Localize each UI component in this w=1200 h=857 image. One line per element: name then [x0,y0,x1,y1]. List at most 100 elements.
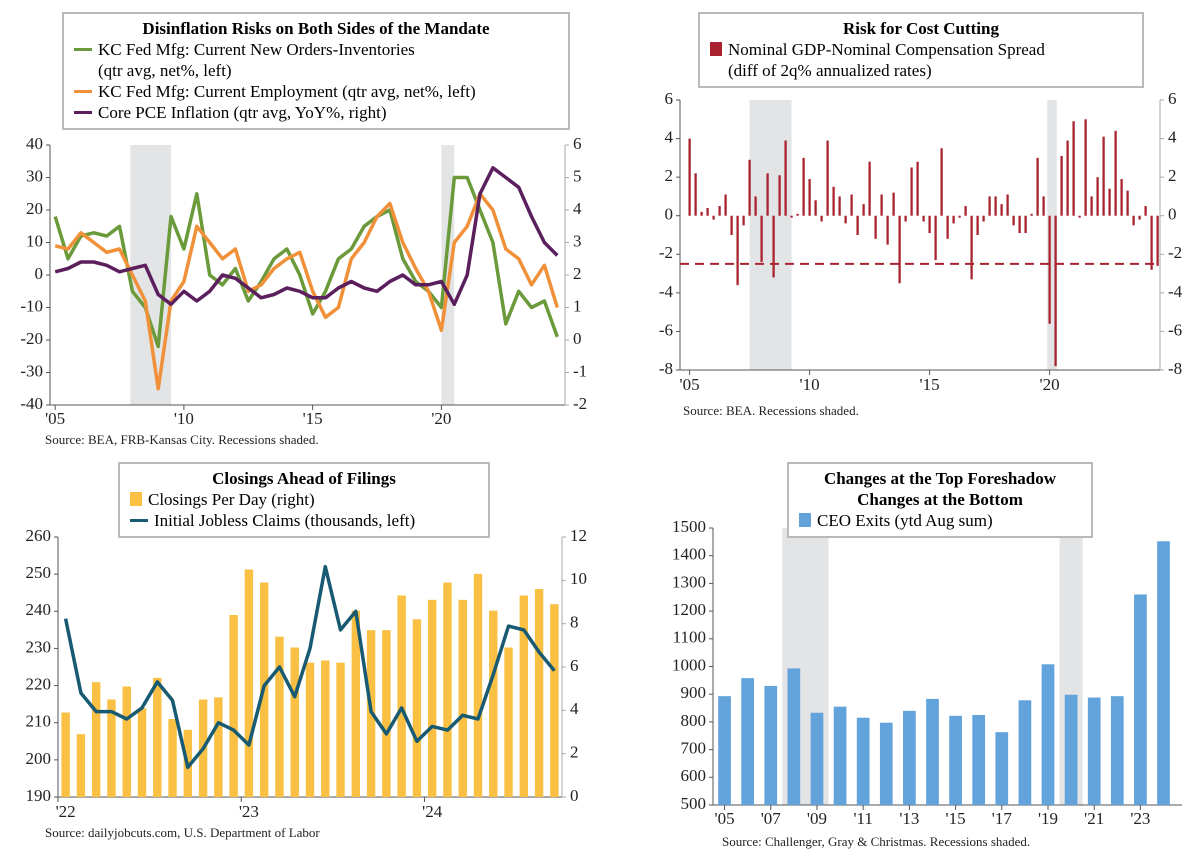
legend-box: Risk for Cost Cutting Nominal GDP-Nominal… [698,12,1144,88]
bar [886,215,889,245]
y-tick-label: 260 [26,526,52,545]
y-tick-label: 40 [26,134,43,153]
bar [397,595,406,797]
bar [61,712,70,797]
bar [1041,664,1055,805]
chart-title: Changes at the Top Foreshadow Changes at… [823,469,1057,509]
bar [688,138,691,216]
bar [787,668,801,805]
y2-tick-label: 6 [1168,89,1177,108]
bar [321,660,330,797]
legend-swatch [74,48,92,51]
bar [976,215,979,235]
y2-tick-label: 2 [570,743,579,762]
y-tick-label: 800 [681,711,707,730]
bar [1048,215,1051,324]
y-tick-label: -6 [659,320,673,339]
y-tick-label: 1100 [673,628,706,647]
bar [229,615,238,797]
bar [760,215,763,262]
legend-swatch [130,519,148,522]
x-tick-label: '15 [303,409,323,428]
chart-title: Disinflation Risks on Both Sides of the … [142,19,490,38]
x-tick-label: '05 [680,375,700,394]
bar [382,630,391,797]
chart-title: Closings Ahead of Filings [212,469,396,488]
bar [946,215,949,239]
y-tick-label: 20 [26,199,43,218]
legend-box: Disinflation Risks on Both Sides of the … [62,12,570,130]
source-note: Source: BEA. Recessions shaded. [683,403,859,418]
bar [754,196,757,216]
bar [1018,215,1021,234]
legend-label: CEO Exits (ytd Aug sum) [817,511,993,530]
y-tick-label: 200 [26,749,52,768]
legend-entry: CEO Exits (ytd Aug sum) [799,510,1081,531]
bar [898,215,901,284]
y2-tick-label: -4 [1168,282,1183,301]
y-tick-label: -30 [20,361,43,380]
y2-tick-label: 2 [1168,166,1177,185]
bar [1042,196,1045,216]
line-series [54,166,559,307]
legend-label: Closings Per Day (right) [148,490,315,509]
bar [766,173,769,216]
x-tick-label: '05 [45,409,65,428]
legend-swatch [799,513,811,527]
bar [712,215,715,220]
y-tick-label: 4 [665,127,674,146]
line-series [63,564,556,770]
y-tick-label: 210 [26,712,52,731]
legend-entry: Closings Per Day (right) [130,489,478,510]
y-tick-label: -4 [659,282,674,301]
bar [814,200,817,216]
x-tick-label: '21 [1084,809,1104,828]
y2-tick-label: 1 [573,296,582,315]
bar [1144,206,1147,216]
y2-tick-label: 4 [570,699,579,718]
bar [928,215,931,234]
y-tick-label: 0 [35,264,44,283]
y2-tick-label: 6 [570,656,579,675]
y-tick-label: 700 [681,739,707,758]
bar [336,662,345,797]
bar [868,161,871,216]
bar [970,215,973,280]
bar [1030,213,1033,216]
y-tick-label: 600 [681,766,707,785]
bar [1156,215,1159,266]
legend-box: Closings Ahead of Filings Closings Per Da… [118,462,490,538]
x-tick-label: '23 [239,802,259,821]
y-tick-label: -10 [20,296,43,315]
x-tick-label: '19 [1038,809,1058,828]
bar [1078,215,1081,218]
y-tick-label: 190 [26,786,52,805]
bar [903,710,916,805]
legend-entry: KC Fed Mfg: Current Employment (qtr avg,… [74,81,558,102]
x-tick-label: '05 [715,809,735,828]
bar [504,647,513,797]
y-tick-label: 1200 [672,600,706,619]
bar [910,167,913,216]
x-tick-label: '09 [807,809,827,828]
bar [844,215,847,224]
bar [826,140,829,216]
y-tick-label: 1400 [672,545,706,564]
bar [473,573,483,797]
y-tick-label: 0 [665,205,674,224]
bar [778,175,781,216]
y2-tick-label: 0 [1168,205,1177,224]
bar [1108,188,1111,216]
chart-title: Risk for Cost Cutting [842,19,999,38]
y2-tick-label: -6 [1168,320,1182,339]
y-tick-label: 500 [681,794,707,813]
bar [862,204,865,216]
bar [137,708,147,797]
bar [958,215,961,218]
bar [534,589,544,797]
y-tick-label: 250 [26,563,52,582]
bar [290,647,299,797]
bar [995,732,1009,805]
